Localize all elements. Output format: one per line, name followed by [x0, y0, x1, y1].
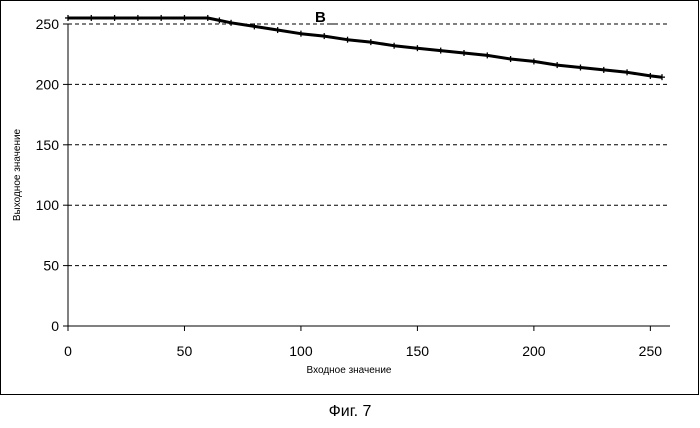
y-tick-label-0: 0 [51, 318, 59, 334]
data-point [601, 67, 607, 73]
x-tick-label-0: 0 [64, 343, 72, 359]
data-point [298, 31, 304, 37]
data-point [461, 50, 467, 56]
data-point [484, 52, 490, 58]
data-point [345, 37, 351, 43]
y-tick-labels: 0 50 100 150 200 250 [36, 16, 60, 334]
data-point [647, 73, 653, 79]
data-point [659, 74, 665, 80]
x-tick-label-150: 150 [406, 343, 430, 359]
data-point [508, 56, 514, 62]
data-point [205, 15, 211, 21]
y-axis-label: Выходное значение [12, 128, 23, 221]
y-tick-label-100: 100 [36, 197, 60, 213]
data-point [624, 69, 630, 75]
data-point [65, 15, 71, 21]
data-point [391, 43, 397, 49]
data-point [554, 62, 560, 68]
data-point [368, 39, 374, 45]
grid-lines [68, 24, 668, 266]
data-point [531, 58, 537, 64]
curve-annotation-b: B [315, 9, 326, 26]
line-chart: 0 50 100 150 200 250 0 50 100 150 200 250 Входное … [0, 0, 700, 395]
series-line-0 [68, 18, 662, 77]
data-point [216, 17, 222, 23]
data-point [88, 15, 94, 21]
axes [63, 24, 670, 331]
x-tick-labels: 0 50 100 150 200 250 [64, 343, 662, 359]
y-tick-label-150: 150 [36, 137, 60, 153]
data-point [577, 64, 583, 70]
x-tick-label-100: 100 [289, 343, 313, 359]
y-tick-label-200: 200 [36, 76, 60, 92]
figure-caption: Фиг. 7 [0, 403, 700, 421]
data-point [112, 15, 118, 21]
data-point [135, 15, 141, 21]
data-point [438, 48, 444, 54]
data-series [65, 15, 665, 80]
x-tick-label-250: 250 [639, 343, 663, 359]
y-tick-label-50: 50 [43, 258, 59, 274]
x-axis-label: Входное значение [307, 365, 392, 376]
data-point [275, 27, 281, 33]
x-tick-label-50: 50 [177, 343, 193, 359]
data-point [158, 15, 164, 21]
y-tick-label-250: 250 [36, 16, 60, 32]
data-point [321, 33, 327, 39]
x-tick-label-200: 200 [522, 343, 546, 359]
data-point [181, 15, 187, 21]
data-point [228, 20, 234, 26]
data-point [414, 45, 420, 51]
